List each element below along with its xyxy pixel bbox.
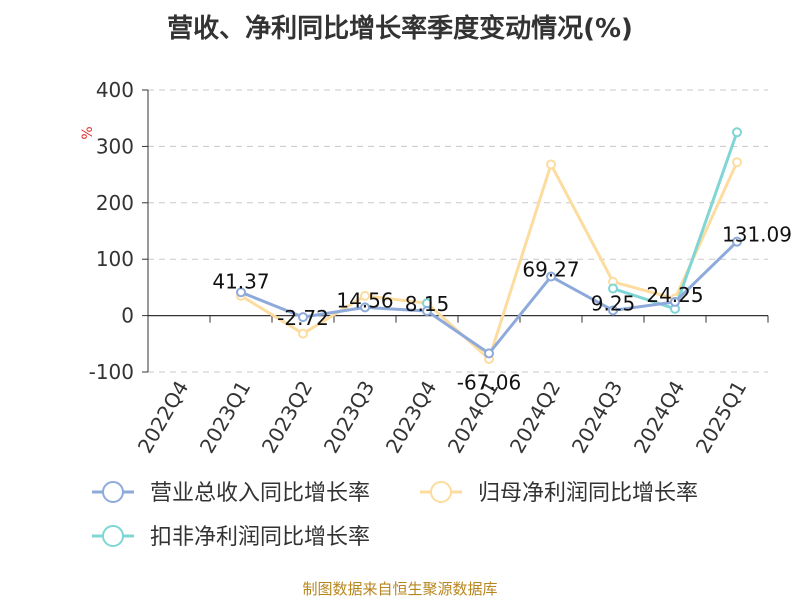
legend-label: 营业总收入同比增长率: [150, 481, 370, 506]
legend-label: 扣非净利润同比增长率: [150, 525, 370, 550]
data-source-note: 制图数据来自恒生聚源数据库: [302, 580, 498, 598]
data-label: -67.06: [457, 370, 521, 394]
y-tick-label: 400: [96, 78, 134, 102]
y-tick-label: 100: [96, 247, 134, 271]
data-point: [732, 157, 742, 168]
x-tick-label: 2023Q2: [257, 377, 317, 458]
data-label: 131.09: [722, 223, 792, 247]
x-tick-label: 2023Q4: [381, 377, 441, 458]
data-point: [546, 159, 556, 170]
data-point: [298, 312, 308, 323]
data-label: 8.15: [405, 292, 450, 316]
data-point: [236, 287, 246, 298]
y-tick-label: 0: [121, 304, 134, 328]
data-label: -2.72: [277, 306, 329, 330]
legend-marker: [430, 481, 452, 503]
data-label: 14.56: [336, 288, 393, 312]
x-tick-label: 2023Q1: [195, 377, 255, 458]
y-tick-label: -100: [89, 360, 134, 384]
x-tick-label: 2024Q4: [629, 377, 689, 458]
data-label: 41.37: [212, 269, 269, 293]
data-point: [484, 348, 494, 359]
data-point: [360, 302, 370, 313]
data-label: 24.25: [646, 283, 703, 307]
x-tick-label: 2022Q4: [133, 377, 193, 458]
data-point: [670, 296, 680, 307]
data-point: [298, 328, 308, 339]
chart-title: 营收、净利同比增长率季度变动情况(%): [167, 14, 633, 44]
legend-label: 归母净利润同比增长率: [478, 481, 698, 506]
data-point: [360, 290, 370, 301]
data-label: 9.25: [591, 291, 636, 315]
x-tick-label: 2024Q3: [567, 377, 627, 458]
data-label: 69.27: [522, 258, 579, 282]
data-point: [546, 271, 556, 282]
data-point: [608, 283, 618, 294]
x-tick-label: 2025Q1: [691, 377, 751, 458]
legend-marker: [102, 481, 124, 503]
y-tick-label: 200: [96, 191, 134, 215]
legend-marker: [102, 525, 124, 547]
y-unit-label: %: [80, 126, 96, 139]
x-tick-label: 2023Q3: [319, 377, 379, 458]
data-point: [608, 305, 618, 316]
y-tick-label: 300: [96, 134, 134, 158]
data-point: [732, 127, 742, 138]
data-point: [732, 236, 742, 247]
data-point: [422, 306, 432, 317]
